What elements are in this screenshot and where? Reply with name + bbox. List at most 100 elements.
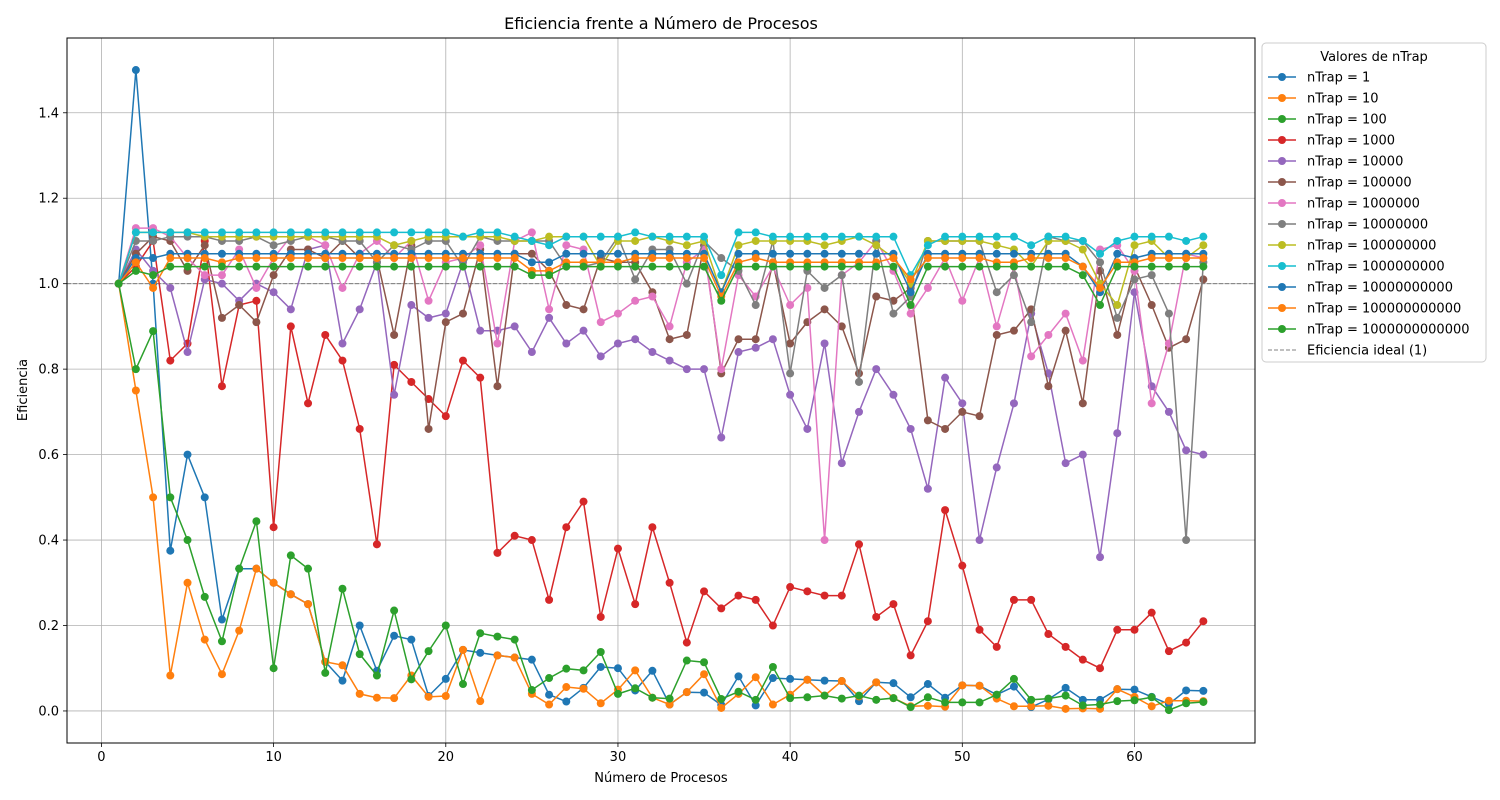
data-point [768,262,777,271]
data-point [545,271,554,280]
data-point [1044,701,1053,710]
data-point [889,309,898,318]
data-point [441,621,450,630]
data-point [200,254,209,263]
y-tick-label: 1.0 [38,277,59,292]
data-point [355,689,364,698]
y-tick-label: 0.0 [38,704,59,719]
legend-label: nTrap = 10000000000 [1307,281,1453,296]
data-point [510,232,519,241]
data-point [441,674,450,683]
data-point [200,271,209,280]
data-point [355,424,364,433]
data-point [407,635,416,644]
data-point [1130,232,1139,241]
data-point [1009,271,1018,280]
data-point [820,339,829,348]
data-point [545,305,554,314]
data-point [992,249,1001,258]
data-point [631,228,640,237]
data-point [820,232,829,241]
data-point [424,296,433,305]
data-point [286,262,295,271]
data-point [786,369,795,378]
data-point [665,262,674,271]
data-point [1061,683,1070,692]
data-point [217,279,226,288]
data-point [717,365,726,374]
y-tick-label: 0.8 [38,363,59,378]
data-point [1113,697,1122,706]
data-point [355,262,364,271]
data-point [476,697,485,706]
data-point [217,262,226,271]
data-point [786,249,795,258]
data-point [304,228,313,237]
legend-label: nTrap = 100000000000 [1307,302,1461,317]
data-point [803,675,812,684]
data-point [424,692,433,701]
data-point [837,677,846,686]
data-point [786,339,795,348]
data-point [424,313,433,322]
data-point [562,301,571,310]
data-point [1078,695,1087,704]
series-line [118,238,1204,670]
data-point [820,283,829,292]
data-point [975,232,984,241]
data-point [665,578,674,587]
data-point [837,322,846,331]
data-point [235,262,244,271]
data-point [235,228,244,237]
data-point [1009,702,1018,711]
data-point [493,254,502,263]
legend-label: Eficiencia ideal (1) [1307,344,1427,359]
data-point [1096,283,1105,292]
data-point [889,679,898,688]
data-point [820,262,829,271]
data-point [1147,693,1156,702]
data-point [872,678,881,687]
data-point [958,296,967,305]
data-point [1061,232,1070,241]
legend-label: nTrap = 1000000000000 [1307,323,1470,338]
data-point [459,309,467,318]
chart-title: Eficiencia frente a Número de Procesos [504,14,818,33]
data-point [407,236,416,245]
data-point [166,546,175,555]
y-axis-ticks: 0.0 0.2 0.4 0.6 0.8 1.0 1.2 1.4 [38,106,67,719]
data-point [1078,271,1087,280]
data-point [1044,232,1053,241]
legend-items: nTrap = 1 nTrap = 10 nTrap = 100 nTrap = 10… [1268,71,1470,359]
data-point [562,249,571,258]
data-point [665,322,674,331]
data-point [837,591,846,600]
data-point [734,262,743,271]
data-point [1061,326,1070,335]
data-point [338,584,347,593]
data-point [459,232,467,241]
data-point [700,365,709,374]
data-point [631,666,640,675]
legend-label: nTrap = 10 [1307,92,1379,107]
series-ntrap1000000000000 [114,262,1208,310]
data-point [941,373,950,382]
series-line [117,231,1204,284]
data-point [1130,685,1139,694]
data-point [1096,249,1105,258]
series-line [117,231,1204,307]
legend-marker [1278,283,1286,291]
data-point [648,348,657,357]
series-line [117,283,1204,711]
data-point [269,288,278,297]
data-point [1199,275,1208,284]
data-point [493,548,502,557]
data-point [527,228,536,237]
data-point [786,232,795,241]
data-point [338,254,347,263]
data-point [734,348,743,357]
data-point [820,676,829,685]
data-point [1061,704,1070,713]
data-point [390,694,399,703]
